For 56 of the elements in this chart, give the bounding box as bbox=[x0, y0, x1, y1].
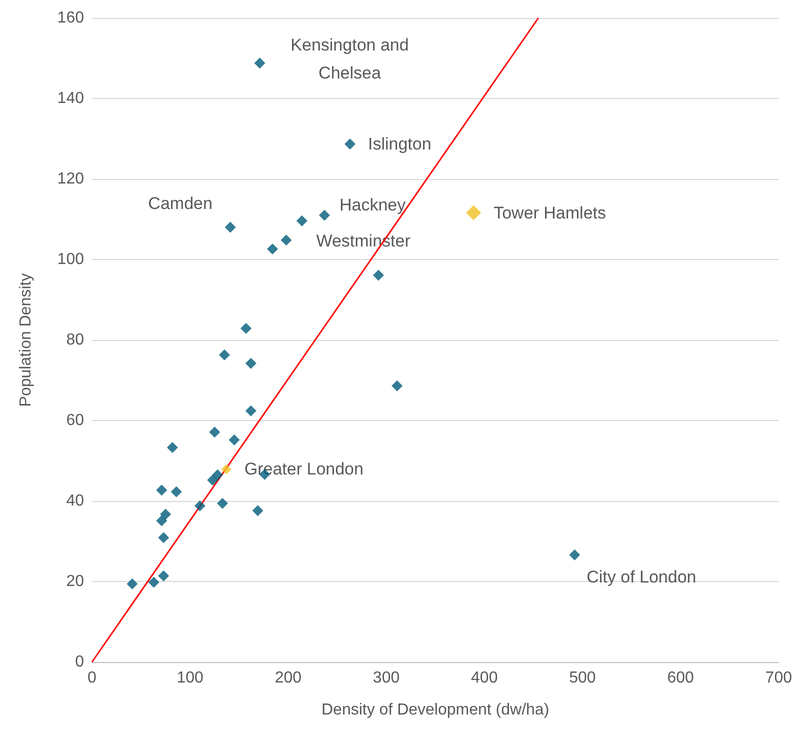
point bbox=[156, 515, 168, 526]
x-axis-title: Density of Development (dw/ha) bbox=[322, 702, 550, 718]
x-tick-label: 100 bbox=[176, 670, 204, 686]
point bbox=[209, 426, 220, 438]
point bbox=[240, 322, 252, 334]
point bbox=[224, 222, 236, 233]
point bbox=[216, 498, 228, 509]
x-tick-label: 200 bbox=[274, 670, 302, 686]
y-tick-label: 0 bbox=[75, 654, 84, 670]
point bbox=[245, 405, 256, 416]
y-tick-label: 100 bbox=[57, 251, 84, 268]
point bbox=[126, 578, 138, 590]
point bbox=[266, 244, 278, 255]
annotation: Tower Hamlets bbox=[494, 203, 606, 222]
point bbox=[372, 270, 384, 281]
point bbox=[218, 349, 230, 360]
point bbox=[392, 380, 403, 392]
point bbox=[158, 570, 170, 582]
x-tick-label: 700 bbox=[765, 670, 792, 686]
annotation: Islington bbox=[368, 134, 432, 154]
point bbox=[569, 549, 580, 560]
y-tick-label: 80 bbox=[66, 332, 84, 348]
annotation: Hackney bbox=[339, 196, 406, 215]
y-tick-label: 40 bbox=[66, 492, 84, 510]
x-tick-label: 300 bbox=[372, 670, 400, 686]
annotation: Kensington and Chelsea bbox=[290, 36, 409, 83]
y-tick-label: 120 bbox=[57, 170, 84, 188]
point bbox=[252, 505, 264, 516]
point bbox=[254, 58, 266, 69]
point bbox=[160, 508, 172, 520]
x-tick-label: 600 bbox=[667, 670, 694, 686]
point bbox=[156, 484, 168, 496]
point bbox=[194, 500, 206, 512]
point bbox=[318, 210, 330, 221]
point bbox=[158, 532, 170, 544]
y-axis-title: Population Density bbox=[18, 273, 34, 407]
point bbox=[245, 358, 256, 369]
point bbox=[228, 434, 240, 446]
point bbox=[344, 138, 356, 150]
y-tick-label: 140 bbox=[57, 90, 84, 107]
point bbox=[212, 469, 224, 480]
y-tick-label: 160 bbox=[57, 10, 84, 26]
x-tick-label: 0 bbox=[88, 670, 97, 686]
x-tick-label: 400 bbox=[471, 670, 498, 686]
annotation: City of London bbox=[586, 567, 696, 586]
annotation: Greater London bbox=[244, 460, 364, 479]
annotation: Camden bbox=[148, 194, 212, 213]
y-tick-label: 20 bbox=[66, 573, 84, 590]
point bbox=[296, 215, 308, 226]
y-tick-label: 60 bbox=[66, 412, 84, 429]
point bbox=[207, 474, 218, 486]
point bbox=[166, 442, 178, 453]
x-tick-label: 500 bbox=[569, 670, 596, 686]
point bbox=[280, 234, 292, 246]
point bbox=[170, 486, 182, 498]
point bbox=[148, 576, 160, 588]
